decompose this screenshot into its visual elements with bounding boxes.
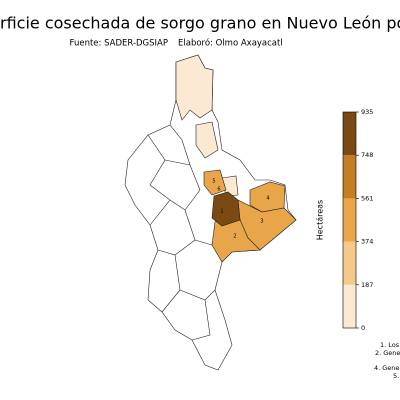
municipality [203,169,227,196]
state-outline [124,54,297,371]
colorbar-frame [342,111,357,329]
colorbar-bin [343,155,356,199]
municipal-borders [147,124,216,341]
note: 4. Gene [374,364,399,372]
note: 5. [393,372,399,380]
subtitle-author: Elaboró: Olmo Axayacatl [178,38,283,49]
colorbar-bin [343,284,356,328]
municipality [175,54,214,121]
colorbar-tick-label: 374 [361,238,373,246]
municipality-label: 6 [217,187,220,193]
colorbar-bin [343,241,356,285]
municipality-label: 2 [233,234,236,240]
municipality-label: 5 [212,179,215,185]
colorbar-tick-label: 561 [361,194,373,202]
colorbar-tick-label: 0 [361,324,365,332]
colorbar-bin [343,112,356,156]
note: 2. Gene [375,349,400,357]
colorbar-tick-label: 935 [361,108,373,116]
colorbar-tick-label: 748 [361,151,373,159]
colorbar-tick-label: 187 [361,281,373,289]
subtitle-source: Fuente: SADER-DGSIAP [70,39,168,49]
municipality-label: 3 [260,219,263,225]
municipality-label: 1 [220,209,223,215]
municipality [211,191,241,227]
colorbar-bin [343,198,356,242]
municipality-label: 4 [266,196,269,202]
title: rficie cosechada de sorgo grano en Nuevo… [0,14,400,33]
note: 1. Los I [380,341,400,349]
municipality [195,121,219,159]
state-map [124,54,297,371]
colorbar-label: Hectáreas [316,200,325,240]
